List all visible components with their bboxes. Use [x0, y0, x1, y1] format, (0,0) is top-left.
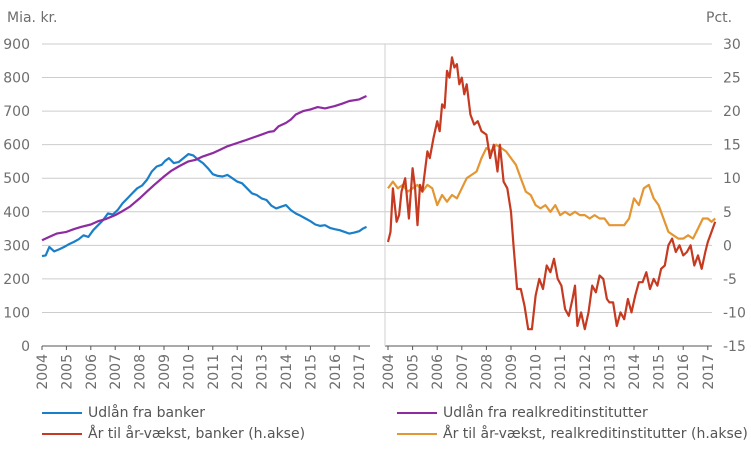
left-x-tick-label: 2016 [328, 354, 344, 390]
right-x-tick-label: 2015 [652, 354, 668, 390]
legend-swatch-mortgage-growth [397, 433, 437, 435]
right-x-tick-label: 2008 [479, 354, 495, 390]
right-x-tick-label: 2013 [602, 354, 618, 390]
left-x-tick-label: 2011 [206, 354, 222, 390]
right-y-tick-label: -10 [723, 305, 746, 321]
left-x-tick-label: 2015 [303, 354, 319, 390]
series-line-udl-n-fra-banker [41, 153, 367, 258]
legend-item-mortgage-growth: År til år-vækst, realkreditinstitutter (… [397, 426, 748, 442]
legend-item-banks: Udlån fra banker [42, 405, 205, 421]
legend-item-mortgage: Udlån fra realkreditinstitutter [397, 405, 648, 421]
legend-label-mortgage: Udlån fra realkreditinstitutter [443, 405, 648, 421]
left-x-tick-label: 2010 [181, 354, 197, 390]
right-y-tick-label: 15 [723, 138, 741, 154]
right-y-tick-label: 25 [723, 71, 741, 87]
left-y-axis: 0 100 200 300 400 500 600 700 800 900 [3, 37, 30, 355]
legend-swatch-banks-growth [42, 433, 82, 435]
legend-swatch-banks [42, 412, 82, 414]
right-x-tick-label: 2014 [627, 354, 643, 390]
right-y-tick-label: -5 [723, 272, 737, 288]
left-y-tick-label: 0 [21, 339, 30, 355]
left-x-tick-label: 2009 [157, 354, 173, 390]
series-line-r-til-r-v-kst-banker-h-akse [386, 56, 717, 331]
right-y-tick-label: 10 [723, 171, 741, 187]
left-y-tick-label: 400 [3, 205, 30, 221]
left-y-tick-label: 500 [3, 171, 30, 187]
legend-label-mortgage-growth: År til år-vækst, realkreditinstitutter (… [443, 426, 748, 442]
left-y-tick-label: 200 [3, 272, 30, 288]
right-x-tick-label: 2004 [381, 354, 397, 390]
series-lines [41, 56, 717, 331]
right-x-tick-label: 2009 [504, 354, 520, 390]
legend-swatch-mortgage [397, 412, 437, 414]
right-y-tick-label: 30 [723, 37, 741, 53]
left-x-tick-label: 2014 [279, 354, 295, 390]
left-x-tick-label: 2007 [108, 354, 124, 390]
left-x-tick-label: 2006 [84, 354, 100, 390]
right-x-tick-label: 2016 [676, 354, 692, 390]
left-y-tick-label: 700 [3, 104, 30, 120]
legend-label-banks: Udlån fra banker [88, 405, 205, 421]
left-x-tick-label: 2004 [35, 354, 51, 390]
left-y-tick-label: 800 [3, 71, 30, 87]
left-x-tick-label: 2013 [255, 354, 271, 390]
legend-label-banks-growth: År til år-vækst, banker (h.akse) [88, 426, 306, 442]
right-y-tick-label: 20 [723, 104, 741, 120]
right-x-tick-label: 2017 [701, 354, 717, 390]
legend-item-banks-growth: År til år-vækst, banker (h.akse) [42, 426, 305, 442]
left-y-tick-label: 600 [3, 138, 30, 154]
left-y-tick-label: 900 [3, 37, 30, 53]
left-x-tick-label: 2017 [352, 354, 368, 390]
series-line-r-til-r-v-kst-realkreditinstitutter-h-akse [387, 143, 716, 240]
right-x-tick-label: 2005 [406, 354, 422, 390]
right-y-tick-label: -15 [723, 339, 746, 355]
gridlines [42, 43, 712, 313]
x-axes: 2004 2005 2006 2007 2008 2009 2010 2011 2012 2013… [35, 345, 717, 390]
right-x-tick-label: 2006 [430, 354, 446, 390]
right-x-tick-label: 2007 [455, 354, 471, 390]
right-y-tick-label: 0 [723, 238, 732, 254]
right-y-axis: -15 -10 -5 0 5 10 15 20 25 30 [723, 37, 746, 355]
right-x-tick-label: 2010 [529, 354, 545, 390]
series-line-udl-n-fra-realkreditinstitutter [41, 95, 367, 242]
left-x-tick-label: 2005 [59, 354, 75, 390]
right-y-tick-label: 5 [723, 205, 732, 221]
right-x-tick-label: 2011 [553, 354, 569, 390]
left-x-tick-label: 2008 [133, 354, 149, 390]
left-y-tick-label: 300 [3, 238, 30, 254]
left-y-tick-label: 100 [3, 305, 30, 321]
left-unit-label: Mia. kr. [7, 10, 57, 26]
right-x-tick-label: 2012 [578, 354, 594, 390]
right-unit-label: Pct. [706, 10, 732, 26]
left-x-tick-label: 2012 [230, 354, 246, 390]
